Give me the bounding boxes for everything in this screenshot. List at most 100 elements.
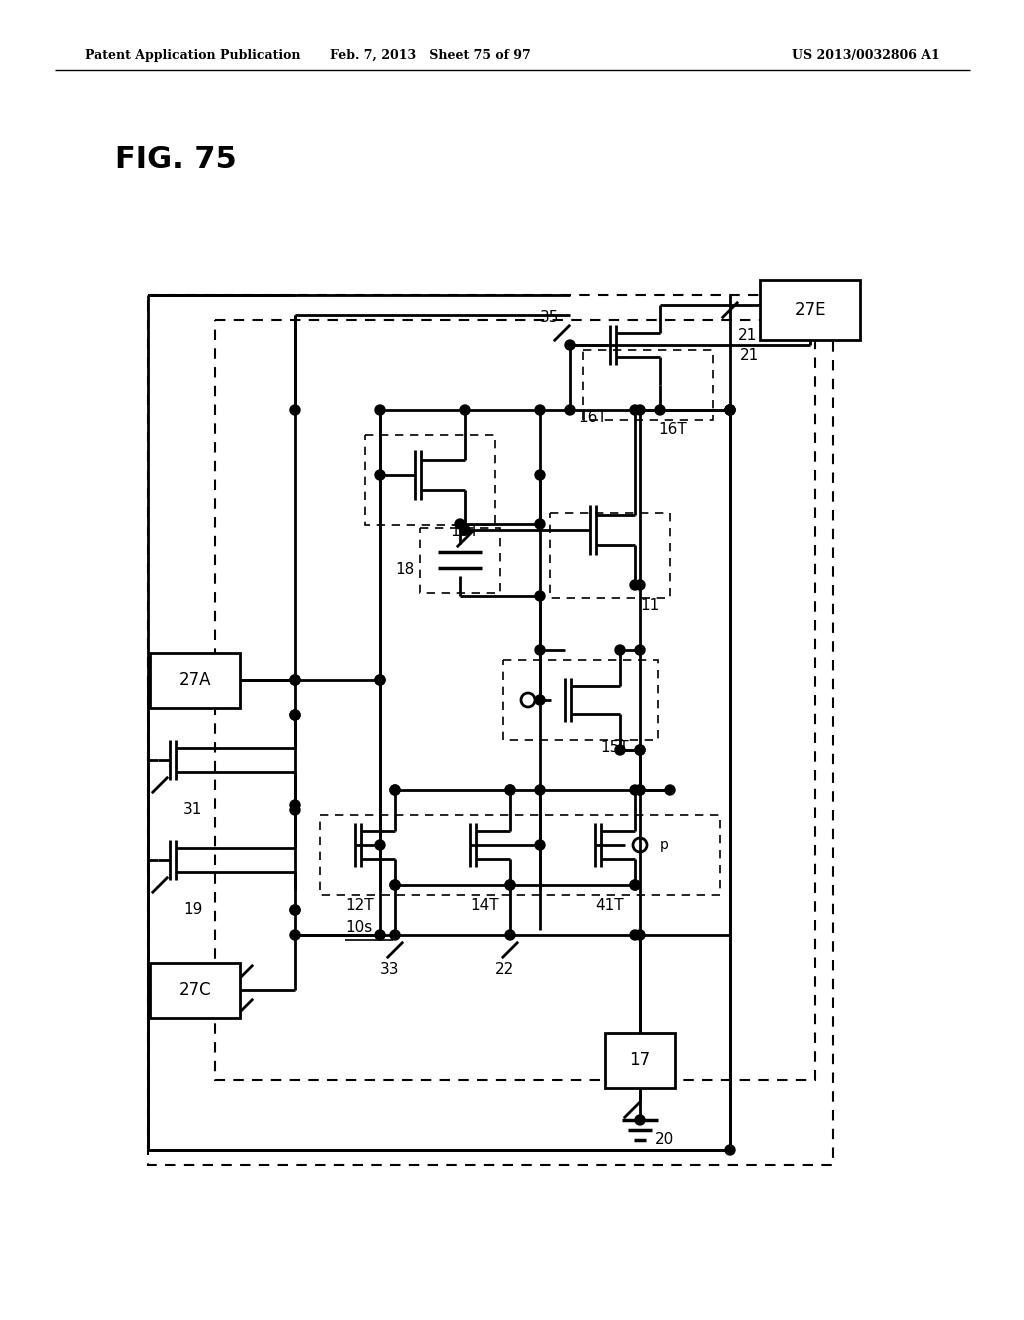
- Text: 20: 20: [655, 1133, 674, 1147]
- Circle shape: [535, 470, 545, 480]
- Circle shape: [630, 405, 640, 414]
- Circle shape: [635, 744, 645, 755]
- Circle shape: [535, 591, 545, 601]
- Text: 19: 19: [183, 903, 203, 917]
- Circle shape: [630, 785, 640, 795]
- Text: 11: 11: [640, 598, 659, 612]
- Circle shape: [390, 880, 400, 890]
- Bar: [150, 962, 240, 1018]
- Circle shape: [505, 785, 515, 795]
- Text: 27A: 27A: [179, 671, 211, 689]
- Circle shape: [565, 405, 575, 414]
- Circle shape: [460, 525, 470, 535]
- Text: 15T: 15T: [600, 741, 629, 755]
- Circle shape: [535, 645, 545, 655]
- Circle shape: [290, 800, 300, 810]
- Circle shape: [725, 1144, 735, 1155]
- Bar: [147, 294, 833, 1166]
- Circle shape: [390, 785, 400, 795]
- Text: 10s: 10s: [345, 920, 373, 935]
- Text: 27C: 27C: [178, 981, 211, 999]
- Text: 14T: 14T: [470, 898, 499, 912]
- Circle shape: [635, 785, 645, 795]
- Text: 13T: 13T: [450, 524, 479, 540]
- Circle shape: [635, 645, 645, 655]
- Circle shape: [535, 519, 545, 529]
- Circle shape: [505, 785, 515, 795]
- Bar: [215, 319, 815, 1080]
- Circle shape: [290, 710, 300, 719]
- Bar: [365, 436, 495, 525]
- Circle shape: [290, 710, 300, 719]
- Circle shape: [630, 880, 640, 890]
- Circle shape: [725, 405, 735, 414]
- Circle shape: [615, 744, 625, 755]
- Text: 21: 21: [738, 327, 758, 342]
- Circle shape: [375, 675, 385, 685]
- Circle shape: [635, 931, 645, 940]
- Circle shape: [290, 931, 300, 940]
- Circle shape: [290, 906, 300, 915]
- Text: 41T: 41T: [595, 898, 624, 912]
- Circle shape: [665, 785, 675, 795]
- Text: 17: 17: [630, 1051, 650, 1069]
- Circle shape: [725, 405, 735, 414]
- Circle shape: [615, 645, 625, 655]
- Circle shape: [565, 341, 575, 350]
- Circle shape: [390, 931, 400, 940]
- Circle shape: [535, 696, 545, 705]
- Circle shape: [635, 579, 645, 590]
- Text: 18: 18: [395, 562, 415, 578]
- Circle shape: [630, 579, 640, 590]
- Circle shape: [290, 405, 300, 414]
- Circle shape: [505, 880, 515, 890]
- Circle shape: [655, 405, 665, 414]
- Text: 33: 33: [380, 962, 399, 978]
- Circle shape: [630, 931, 640, 940]
- Text: 27E: 27E: [795, 301, 825, 319]
- Text: US 2013/0032806 A1: US 2013/0032806 A1: [793, 49, 940, 62]
- Text: 16T: 16T: [578, 411, 607, 425]
- Text: 31: 31: [183, 803, 203, 817]
- Bar: [319, 814, 720, 895]
- Bar: [150, 652, 240, 708]
- Text: 21: 21: [740, 347, 759, 363]
- Bar: [583, 350, 713, 420]
- Circle shape: [630, 880, 640, 890]
- Circle shape: [290, 805, 300, 814]
- Text: 12T: 12T: [345, 898, 374, 912]
- Circle shape: [635, 785, 645, 795]
- Bar: [550, 512, 670, 598]
- Circle shape: [505, 880, 515, 890]
- Text: Feb. 7, 2013   Sheet 75 of 97: Feb. 7, 2013 Sheet 75 of 97: [330, 49, 530, 62]
- Circle shape: [290, 906, 300, 915]
- Circle shape: [535, 840, 545, 850]
- Bar: [605, 1032, 675, 1088]
- Circle shape: [505, 931, 515, 940]
- Circle shape: [635, 744, 645, 755]
- Text: 22: 22: [495, 962, 514, 978]
- Circle shape: [375, 470, 385, 480]
- Circle shape: [535, 785, 545, 795]
- Bar: [503, 660, 657, 741]
- Bar: [760, 280, 860, 341]
- Circle shape: [375, 840, 385, 850]
- Circle shape: [635, 405, 645, 414]
- Circle shape: [635, 1115, 645, 1125]
- Circle shape: [390, 880, 400, 890]
- Text: FIG. 75: FIG. 75: [115, 145, 237, 174]
- Circle shape: [290, 675, 300, 685]
- Circle shape: [290, 675, 300, 685]
- Text: p: p: [660, 838, 669, 851]
- Text: Patent Application Publication: Patent Application Publication: [85, 49, 300, 62]
- Text: 35: 35: [540, 309, 559, 325]
- Circle shape: [455, 519, 465, 529]
- Circle shape: [725, 405, 735, 414]
- Circle shape: [375, 405, 385, 414]
- Circle shape: [535, 405, 545, 414]
- Bar: [420, 528, 500, 593]
- Circle shape: [460, 405, 470, 414]
- Text: 16T: 16T: [658, 422, 687, 437]
- Circle shape: [375, 675, 385, 685]
- Circle shape: [390, 785, 400, 795]
